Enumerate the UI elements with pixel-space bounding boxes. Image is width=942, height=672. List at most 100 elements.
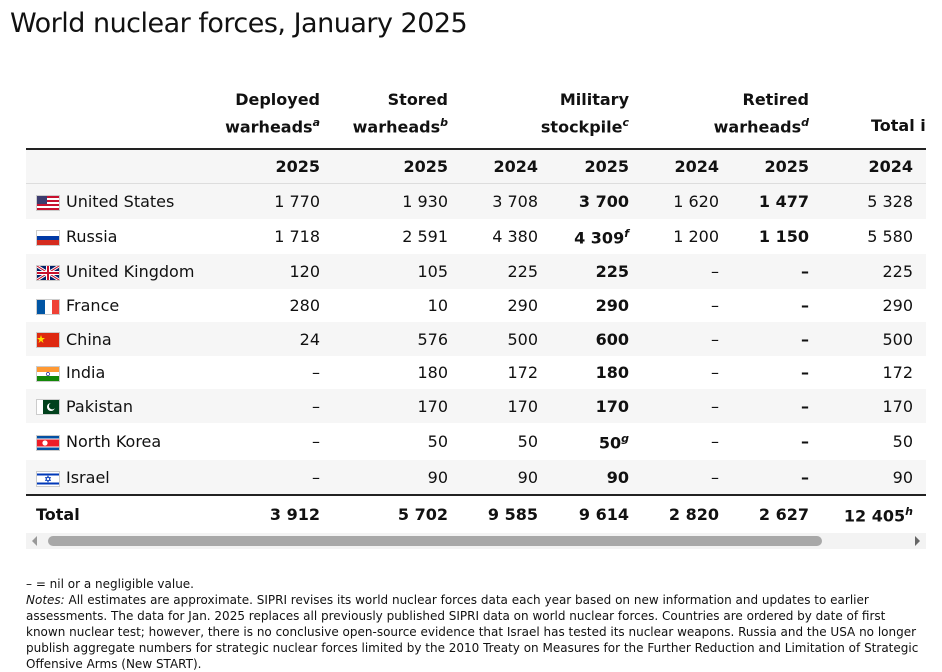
group-header: stockpilec [541, 116, 629, 136]
cell-value: 2 627 [758, 505, 809, 524]
cell-value: 5 702 [397, 505, 448, 524]
flag [36, 298, 60, 315]
year-header: 2024 [493, 157, 538, 176]
cell-value: 225 [882, 262, 913, 281]
cell: 170 [596, 397, 629, 416]
cell-value: – [711, 468, 719, 487]
cell: 105 [417, 262, 448, 281]
cell-value: 600 [595, 329, 629, 349]
footnote-notes: Notes: All estimates are approximate. SI… [26, 592, 926, 672]
cell-value: 1 718 [274, 227, 320, 246]
cell-value: 172 [882, 363, 913, 382]
table-row: China 24 576 500 600 – – 500 [26, 322, 926, 357]
cell: 90 [518, 468, 538, 487]
cell-value: 90 [606, 468, 629, 487]
year-header: 2025 [275, 157, 320, 176]
cell: – [801, 296, 809, 315]
country: Russia [66, 227, 118, 246]
cell-value: – [312, 363, 320, 382]
group-line: warheads [225, 117, 313, 137]
cell: 90 [607, 468, 629, 487]
table-row: North Korea –50 50 50g – –50 [26, 423, 926, 461]
cell: 90 [893, 468, 913, 487]
cell-value: 5 328 [867, 192, 913, 211]
cell: 280 [289, 296, 320, 315]
cell-value: 1 200 [673, 227, 719, 246]
cell-value: 290 [595, 296, 629, 315]
cell: 290 [596, 296, 629, 315]
country-name: Pakistan [66, 397, 133, 416]
flag [36, 264, 60, 281]
table-row: Israel – 90 90 90 – – 90 [26, 460, 926, 496]
cell-value: 2 591 [402, 227, 448, 246]
table-row: United Kingdom 120 105 225 225 – – 225 [26, 254, 926, 290]
footnote-ref: c [622, 116, 629, 129]
cell: 4 309f [574, 227, 629, 247]
cell: 180 [596, 363, 629, 382]
group-header: Retired [743, 90, 810, 109]
country-name: France [66, 296, 119, 315]
notes-label: Notes: [26, 593, 65, 607]
table-row: Russia 1 718 2 591 4 380 4 309f 1 200 1 150 5 5… [26, 219, 926, 255]
cell: – [711, 296, 719, 315]
cell: 5 328 [867, 192, 913, 211]
cell: 2 627 [759, 505, 809, 524]
cell: 90 [428, 468, 448, 487]
group-line: stockpile [540, 117, 623, 137]
cell-value: 225 [507, 262, 538, 281]
cell-value: 12 405 [843, 506, 906, 526]
cell: – [312, 468, 320, 487]
cell: 50 [428, 432, 448, 451]
cell-value: 170 [595, 396, 629, 416]
cell: 290 [882, 296, 913, 315]
table-row: Pakistan – 170 170 170 – – 170 [26, 389, 926, 424]
cell-value: 1 770 [274, 192, 320, 211]
cell: 170 [507, 397, 538, 416]
cell: – [711, 468, 719, 487]
year-header: 2025 [764, 157, 809, 176]
cell: 24 [300, 330, 320, 349]
group-line: Stored [387, 90, 448, 109]
rule [26, 148, 926, 150]
cell: 3 708 [492, 192, 538, 211]
cell: – [801, 330, 809, 349]
total-label-text: Total [36, 505, 80, 524]
year-header: 2025 [403, 157, 448, 176]
cell-value: – [312, 396, 320, 416]
year-row-bg [26, 150, 926, 183]
title: World nuclear forces, January 2025 [10, 8, 468, 39]
footnote-nil: – = nil or a negligible value. [26, 577, 194, 591]
country-name: United States [66, 192, 174, 211]
cell-value: 4 380 [492, 227, 538, 246]
cell-value: 500 [507, 329, 538, 349]
cell-value: 4 309 [574, 228, 625, 248]
cell-value: – [711, 432, 719, 451]
cell-value: 105 [417, 262, 448, 281]
cell: 50g [599, 432, 629, 452]
cell: 1 477 [759, 192, 809, 211]
cell: – [711, 397, 719, 416]
cell-value: – [801, 396, 809, 416]
flag [36, 470, 60, 487]
cell-value: 290 [507, 296, 538, 315]
cell: – [801, 262, 809, 281]
cell-value: – [711, 262, 719, 281]
cell: – [801, 363, 809, 382]
cell: 500 [882, 330, 913, 349]
footnote-ref: g [621, 432, 629, 445]
scrollbar[interactable] [26, 533, 926, 549]
country-name: India [66, 363, 105, 382]
year: 2024 [868, 157, 913, 176]
cell-value: – [801, 468, 809, 487]
cell: 10 [428, 296, 448, 315]
country: China [66, 329, 112, 349]
country-name: Russia [66, 227, 117, 246]
cell-value: 50 [427, 432, 448, 451]
footnote-ref: b [440, 116, 448, 129]
country: United States [66, 192, 175, 211]
country: North Korea [66, 432, 162, 451]
cell-value: 10 [427, 296, 448, 315]
country-name: China [66, 330, 112, 349]
cell: 1 930 [402, 192, 448, 211]
cell-value: 3 700 [578, 192, 629, 211]
